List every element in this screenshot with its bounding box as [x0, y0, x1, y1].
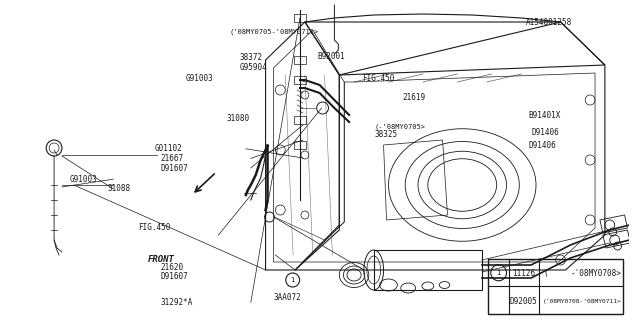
Text: D91607: D91607: [161, 272, 188, 281]
Text: G01102: G01102: [154, 144, 182, 153]
Text: ('08MY0708-'08MY0711>: ('08MY0708-'08MY0711>: [543, 299, 621, 304]
Text: G95904: G95904: [239, 63, 267, 72]
Text: 38372: 38372: [239, 53, 262, 62]
Text: FIG.450: FIG.450: [362, 74, 394, 83]
Text: ('08MY0705-'08MY0711>: ('08MY0705-'08MY0711>: [230, 29, 319, 35]
Text: 21667: 21667: [161, 154, 184, 163]
Text: 1: 1: [291, 277, 295, 283]
Text: G91003: G91003: [69, 175, 97, 184]
Text: G91003: G91003: [186, 74, 213, 83]
Text: FIG.450: FIG.450: [138, 223, 171, 232]
Text: -'08MY0708>: -'08MY0708>: [570, 269, 621, 278]
Text: 31080: 31080: [227, 114, 250, 123]
Text: 31088: 31088: [107, 184, 130, 193]
Text: (: (: [543, 269, 548, 278]
Text: 21619: 21619: [403, 93, 426, 102]
Text: 1: 1: [497, 270, 500, 276]
Text: B91401X: B91401X: [529, 111, 561, 120]
Text: B92001: B92001: [318, 52, 346, 60]
Text: D92005: D92005: [509, 297, 537, 306]
Text: D91607: D91607: [161, 164, 188, 172]
Text: D91406: D91406: [529, 141, 557, 150]
Text: 3AA072: 3AA072: [274, 293, 301, 302]
Text: 38325: 38325: [374, 130, 397, 139]
Text: A154001258: A154001258: [525, 18, 572, 27]
Text: D91406: D91406: [532, 128, 559, 137]
Text: 31292*A: 31292*A: [161, 298, 193, 307]
Text: 21620: 21620: [161, 263, 184, 272]
Text: (-'08MY0705>: (-'08MY0705>: [374, 123, 426, 130]
Text: 11126: 11126: [511, 269, 535, 278]
Text: FRONT: FRONT: [148, 255, 175, 264]
